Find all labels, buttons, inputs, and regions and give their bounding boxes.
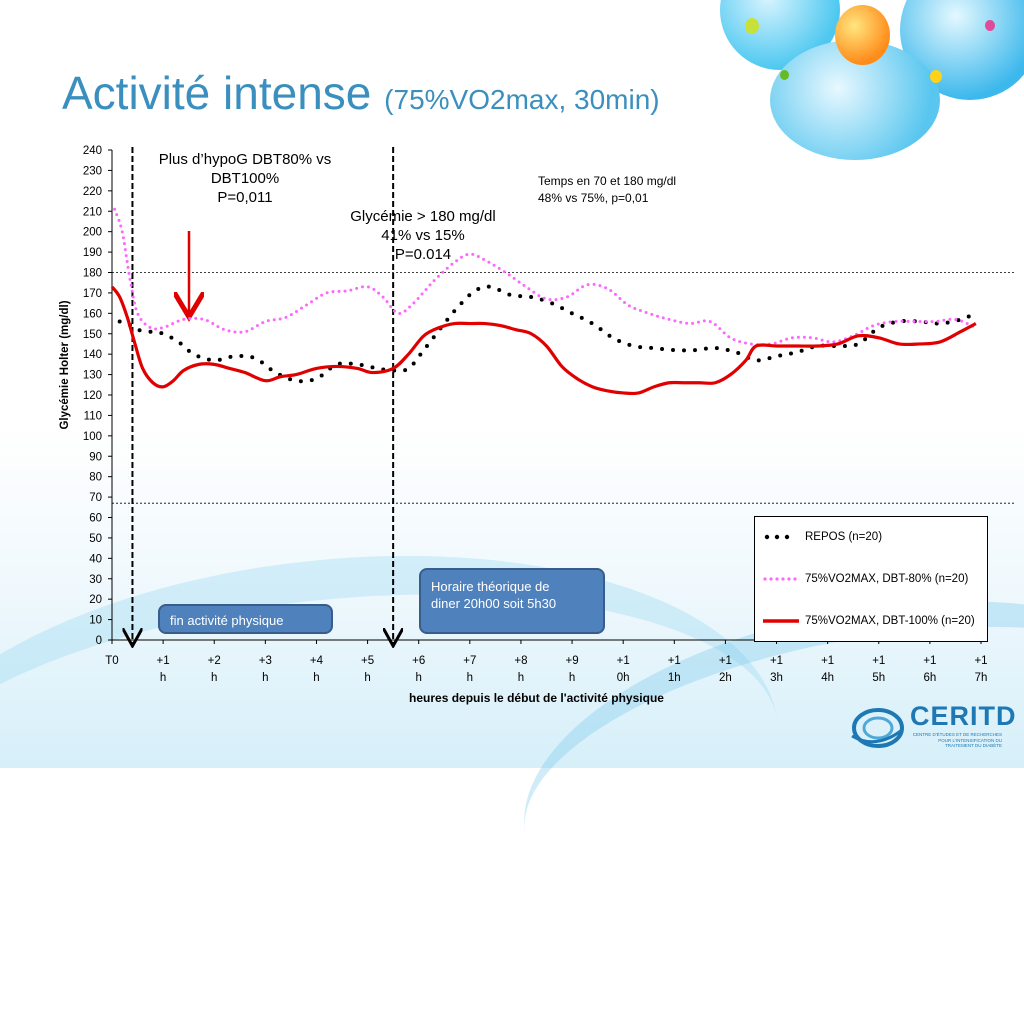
legend-item-dbt80: 75%VO2MAX, DBT-80% (n=20): [763, 573, 968, 585]
logo-name: CERITD: [910, 701, 1017, 731]
x-tick-label: h: [160, 672, 166, 684]
x-tick-label: h: [416, 672, 422, 684]
x-tick-label: h: [518, 672, 524, 684]
x-tick-label: +1: [668, 655, 681, 667]
y-tick-label: 230: [83, 165, 102, 177]
series-repos: [117, 284, 978, 384]
legend-item-dbt100: 75%VO2MAX, DBT-100% (n=20): [763, 615, 975, 627]
x-tick-label: +1: [821, 655, 834, 667]
series-dbt100: [110, 285, 977, 396]
y-tick-label: 220: [83, 186, 102, 198]
y-tick-label: 140: [83, 349, 102, 361]
x-tick-label: +1: [719, 655, 732, 667]
x-tick-label: +1: [923, 655, 936, 667]
y-tick-label: 170: [83, 288, 102, 300]
hyper-annotation: Glycémie > 180 mg/dl 41% vs 15% P=0.014: [350, 208, 496, 263]
callout-end-activity: fin activité physique: [158, 604, 333, 634]
y-tick-label: 70: [89, 492, 102, 504]
x-tick-label: +1: [157, 655, 170, 667]
y-tick-label: 60: [89, 513, 102, 525]
y-tick-label: 30: [89, 574, 102, 586]
x-tick-label: +6: [412, 655, 425, 667]
y-tick-label: 210: [83, 206, 102, 218]
x-tick-label: +1: [974, 655, 987, 667]
x-tick-label: 3h: [770, 672, 783, 684]
glycemia-chart: 0 10 20 30 40 50 60 70 80 90 100 110 120 130 140 150 160…: [59, 145, 1015, 705]
x-tick-label: 0h: [617, 672, 630, 684]
y-tick-label: 130: [83, 370, 102, 382]
y-tick-label: 150: [83, 329, 102, 341]
ceritd-logo-mark: [851, 708, 904, 748]
x-tick-label: h: [211, 672, 217, 684]
y-tick-label: 100: [83, 431, 102, 443]
y-tick-label: 190: [83, 247, 102, 259]
title-main: Activité intense: [62, 67, 372, 119]
legend-swatch-dbt80: [763, 577, 797, 581]
x-tick-label: +4: [310, 655, 324, 667]
x-tick-label: h: [569, 672, 575, 684]
legend-item-repos: REPOS (n=20): [763, 531, 882, 543]
y-tick-label: 120: [83, 390, 102, 402]
y-tick-label: 10: [89, 615, 102, 627]
x-tick-label: h: [467, 672, 473, 684]
hypo-annotation: Plus d’hypoG DBT80% vs DBT100% P=0,011: [158, 151, 332, 206]
x-tick-label: 6h: [923, 672, 936, 684]
x-tick-label: +2: [208, 655, 221, 667]
title-sub: (75%VO2max, 30min): [384, 84, 660, 115]
x-tick-label: 2h: [719, 672, 732, 684]
y-tick-label: 0: [96, 635, 102, 647]
y-tick-label: 90: [89, 451, 102, 463]
x-tick-label: +1: [872, 655, 885, 667]
x-tick-label: +8: [514, 655, 527, 667]
range-annotation: Temps en 70 et 180 mg/dl 48% vs 75%, p=0…: [538, 174, 677, 205]
y-tick-label: 110: [84, 410, 102, 422]
ceritd-logo: CERITD CENTRE D'ÉTUDES ET DE RECHERCHES …: [846, 700, 1016, 756]
x-tick-label: 1h: [668, 672, 681, 684]
x-tick-label: 7h: [975, 672, 988, 684]
y-tick-label: 40: [89, 553, 102, 565]
x-tick-label: +3: [259, 655, 272, 667]
chart-legend: REPOS (n=20) 75%VO2MAX, DBT-80% (n=20) 7…: [754, 516, 988, 642]
x-tick-label: +1: [617, 655, 630, 667]
y-tick-label: 160: [83, 308, 102, 320]
x-axis-label: heures depuis le début de l'activité phy…: [409, 691, 664, 705]
x-tick-label: +7: [463, 655, 476, 667]
x-tick-label: h: [313, 672, 319, 684]
y-axis-label: Glycémie Holter (mg/dl): [59, 300, 71, 429]
x-tick-label: +1: [770, 655, 783, 667]
logo-tagline: CENTRE D'ÉTUDES ET DE RECHERCHES POUR L'…: [912, 732, 1002, 748]
x-tick-label: +9: [565, 655, 578, 667]
series-dbt80: [113, 207, 978, 347]
y-tick-label: 180: [83, 268, 102, 280]
legend-swatch-repos: [764, 534, 790, 540]
y-tick-label: 240: [83, 145, 102, 157]
x-tick-label: T0: [105, 655, 118, 667]
x-tick-label: 5h: [872, 672, 885, 684]
x-tick-label: h: [262, 672, 268, 684]
x-tick-label: +5: [361, 655, 374, 667]
y-tick-label: 80: [89, 472, 102, 484]
x-tick-label: 4h: [821, 672, 834, 684]
y-tick-label: 200: [83, 227, 102, 239]
callout-dinner: Horaire théorique de diner 20h00 soit 5h…: [419, 568, 605, 634]
slide-title: Activité intense (75%VO2max, 30min): [62, 66, 660, 120]
legend-swatch-dbt100: [763, 619, 799, 623]
y-tick-label: 20: [89, 594, 102, 606]
y-tick-label: 50: [89, 533, 102, 545]
x-tick-label: h: [364, 672, 370, 684]
